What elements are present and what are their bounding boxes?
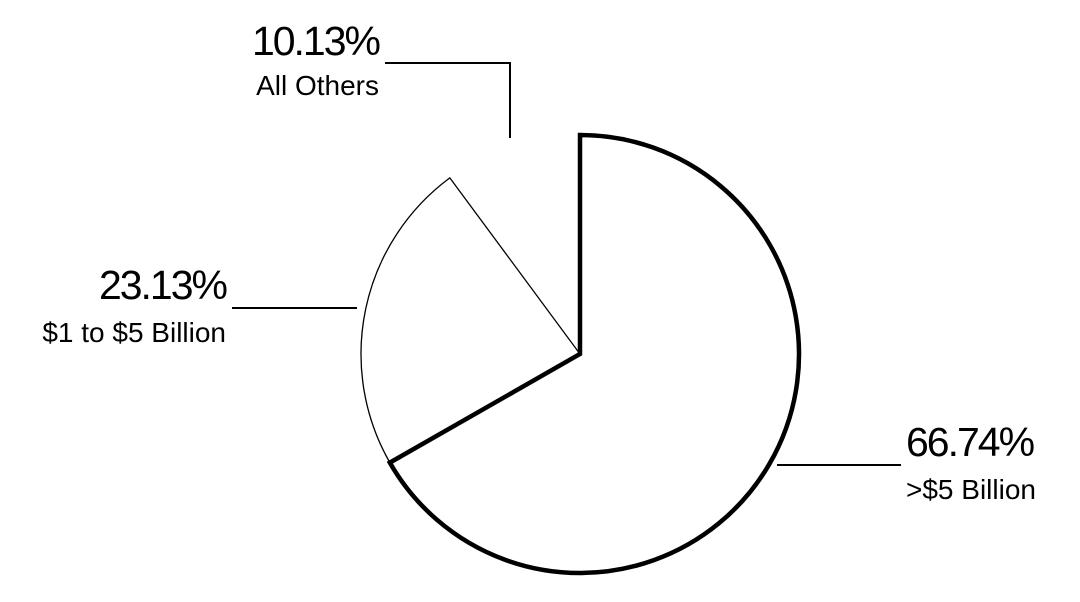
pie-slice-1-to-5-billion — [360, 176, 581, 464]
data-label-1-to-5-billion-percent: 23.13% — [99, 262, 227, 308]
data-label-gt-5-billion-percent: 66.74% — [906, 419, 1034, 465]
data-label-all-others-percent: 10.13% — [252, 18, 380, 64]
leader-line-all-others — [385, 62, 511, 138]
pie-slice-gt-5-billion — [386, 132, 802, 576]
data-label-all-others-name: All Others — [256, 70, 379, 101]
data-label-gt-5-billion-name: >$5 Billion — [906, 474, 1036, 505]
data-label-1-to-5-billion-name: $1 to $5 Billion — [42, 317, 226, 348]
